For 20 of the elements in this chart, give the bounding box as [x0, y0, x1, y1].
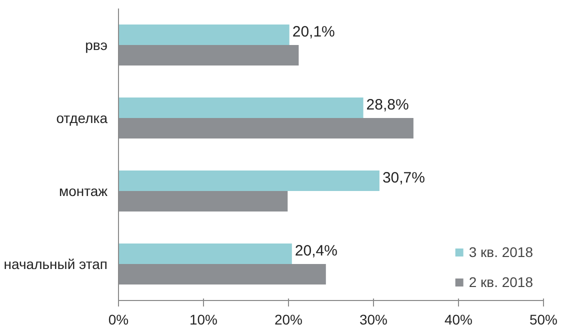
- x-tick-label: 10%: [189, 312, 218, 328]
- bar: [118, 98, 364, 118]
- legend-label: 2 кв. 2018: [468, 274, 533, 290]
- bar: [118, 170, 380, 191]
- y-tick-label: отделка: [56, 110, 108, 126]
- bar: [118, 24, 290, 45]
- y-tick-label: рвэ: [85, 37, 108, 53]
- x-tick-label: 0%: [108, 312, 129, 328]
- data-label: 20,4%: [294, 242, 338, 260]
- x-tick-label: 50%: [529, 312, 558, 328]
- x-tick-label: 30%: [359, 312, 388, 328]
- y-tick-label: начальный этап: [4, 256, 108, 272]
- data-label: 30,7%: [382, 169, 425, 186]
- legend-label: 3 кв. 2018: [468, 244, 533, 260]
- x-tick-label: 20%: [274, 312, 303, 328]
- data-label: 28,8%: [366, 96, 409, 114]
- x-tick-label: 40%: [444, 312, 473, 328]
- bar: [118, 244, 292, 264]
- data-label: 20,1%: [292, 23, 335, 40]
- y-tick-label: монтаж: [58, 183, 108, 199]
